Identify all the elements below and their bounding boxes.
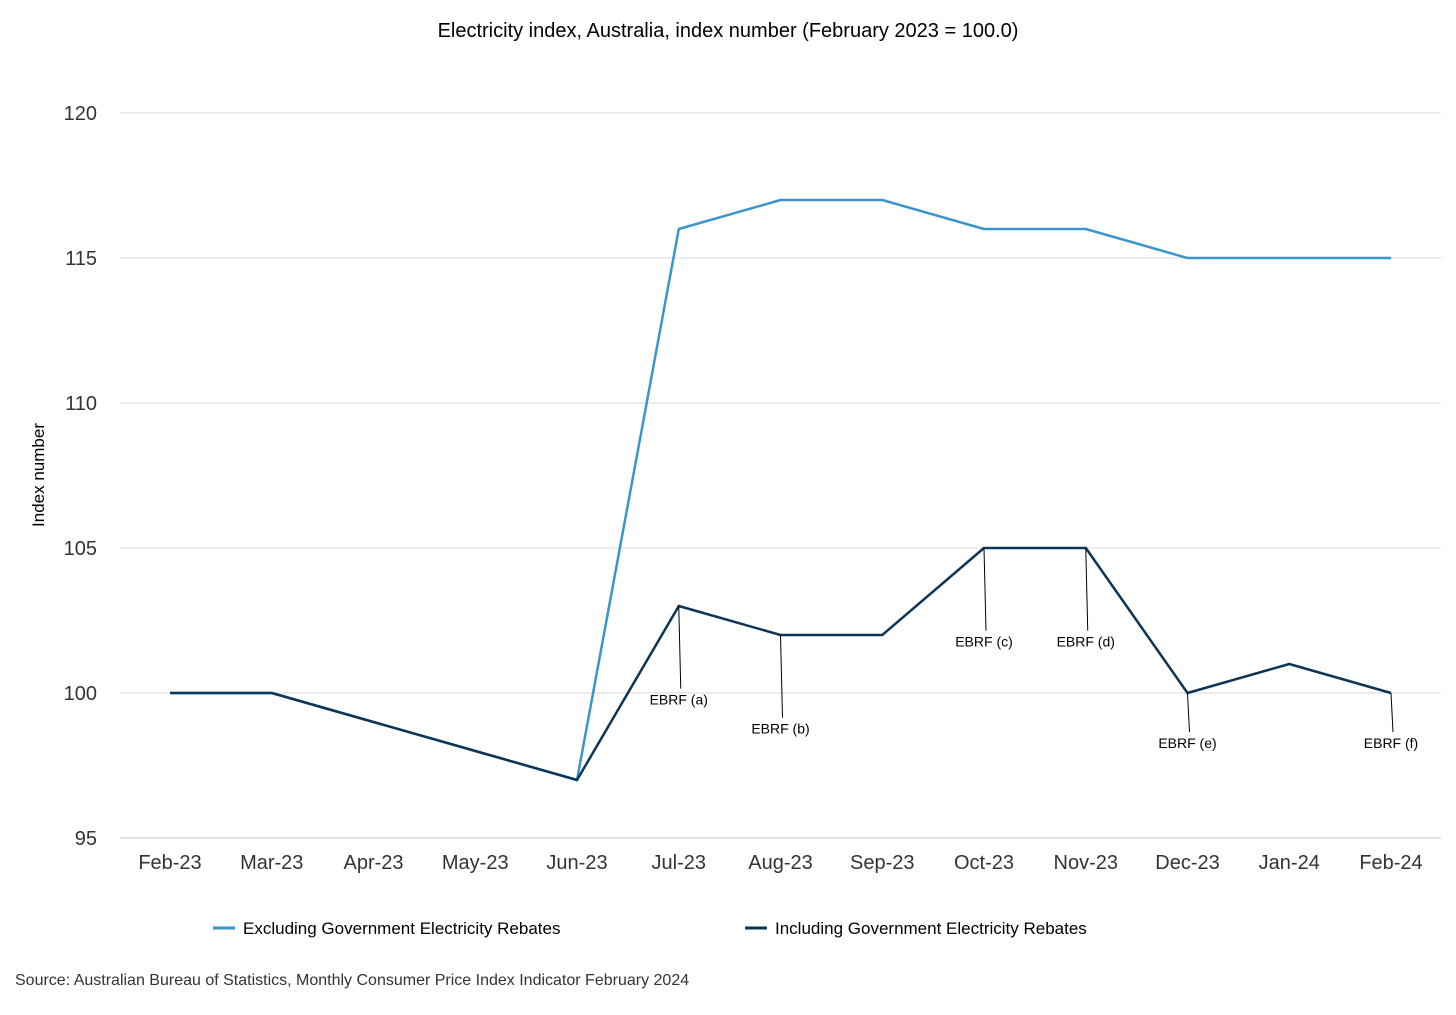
x-tick-label: Feb-24	[1359, 852, 1422, 874]
y-tick-label: 120	[64, 103, 97, 125]
annotation-label: EBRF (c)	[955, 634, 1013, 650]
annotation-label: EBRF (a)	[650, 692, 708, 708]
annotations: EBRF (a) EBRF (b) EBRF (c) EBRF (d) EBRF (e)…	[650, 547, 1418, 751]
x-tick-label: Oct-23	[954, 852, 1014, 874]
x-tick-label: Mar-23	[240, 852, 303, 874]
annotation-leader-line	[1085, 547, 1089, 631]
gridlines	[120, 112, 1441, 839]
x-tick-label: May-23	[442, 852, 509, 874]
x-tick-label: Nov-23	[1054, 852, 1118, 874]
y-tick-label: 100	[64, 683, 97, 705]
legend: Excluding Government Electricity Rebates…	[213, 919, 1087, 938]
x-tick-label: Jul-23	[652, 852, 706, 874]
y-tick-label: 105	[64, 538, 97, 560]
annotation-label: EBRF (d)	[1057, 634, 1115, 650]
x-axis-ticks: Feb-23 Mar-23 Apr-23 May-23 Jun-23 Jul-23 Aug-…	[138, 852, 1422, 874]
x-tick-label: Jan-24	[1259, 852, 1320, 874]
annotation-leader-line	[983, 547, 987, 631]
annotation-leader-line	[678, 605, 682, 689]
annotation-label: EBRF (b)	[751, 721, 809, 737]
legend-label: Including Government Electricity Rebates	[775, 919, 1087, 938]
x-tick-label: Dec-23	[1155, 852, 1219, 874]
annotation-leader-line	[1187, 692, 1190, 733]
x-tick-label: Apr-23	[343, 852, 403, 874]
annotation-label: EBRF (e)	[1158, 735, 1216, 751]
x-tick-label: Jun-23	[546, 852, 607, 874]
x-tick-label: Sep-23	[850, 852, 915, 874]
y-axis-ticks: 95 100 105 110 115 120	[64, 103, 97, 850]
legend-label: Excluding Government Electricity Rebates	[243, 919, 560, 938]
y-axis-label: Index number	[29, 423, 48, 527]
y-tick-label: 115	[65, 248, 97, 270]
annotation-leader-line	[1390, 692, 1394, 733]
x-tick-label: Aug-23	[748, 852, 813, 874]
y-tick-label: 110	[65, 393, 97, 415]
chart-title: Electricity index, Australia, index numb…	[438, 20, 1019, 42]
x-tick-label: Feb-23	[138, 852, 201, 874]
annotation-label: EBRF (f)	[1364, 735, 1418, 751]
source-note: Source: Australian Bureau of Statistics,…	[15, 972, 689, 989]
y-tick-label: 95	[75, 828, 97, 850]
annotation-leader-line	[780, 634, 783, 718]
